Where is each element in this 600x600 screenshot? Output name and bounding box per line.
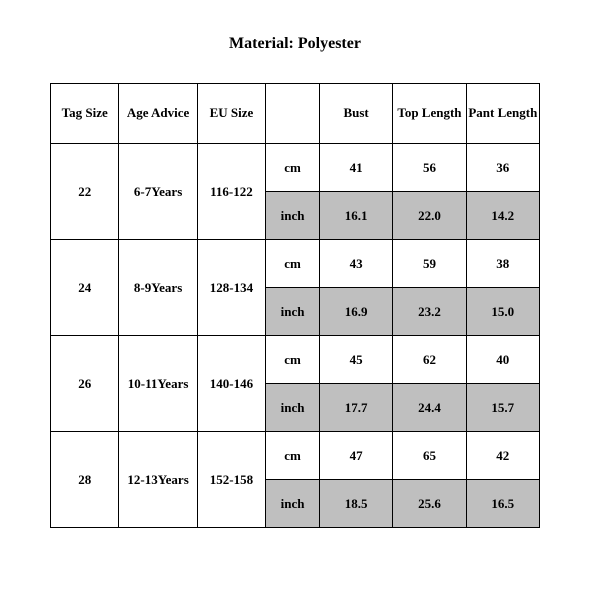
cell-pant-cm: 36 xyxy=(466,144,539,192)
cell-eu-size: 116-122 xyxy=(197,144,265,240)
size-table: Tag Size Age Advice EU Size Bust Top Len… xyxy=(50,83,540,528)
cell-unit-cm: cm xyxy=(266,240,320,288)
cell-unit-inch: inch xyxy=(266,288,320,336)
cell-age-advice: 6-7Years xyxy=(119,144,197,240)
cell-pant-inch: 14.2 xyxy=(466,192,539,240)
cell-top-cm: 65 xyxy=(393,432,466,480)
page-title: Material: Polyester xyxy=(50,35,540,53)
cell-pant-inch: 15.0 xyxy=(466,288,539,336)
cell-age-advice: 10-11Years xyxy=(119,336,197,432)
cell-top-inch: 22.0 xyxy=(393,192,466,240)
cell-top-inch: 24.4 xyxy=(393,384,466,432)
cell-pant-cm: 40 xyxy=(466,336,539,384)
cell-tag-size: 24 xyxy=(51,240,119,336)
col-age-advice: Age Advice xyxy=(119,84,197,144)
cell-eu-size: 128-134 xyxy=(197,240,265,336)
header-row: Tag Size Age Advice EU Size Bust Top Len… xyxy=(51,84,540,144)
cell-unit-cm: cm xyxy=(266,144,320,192)
table-row: 248-9Years128-134cm435938 xyxy=(51,240,540,288)
cell-top-cm: 56 xyxy=(393,144,466,192)
cell-tag-size: 22 xyxy=(51,144,119,240)
cell-pant-inch: 16.5 xyxy=(466,480,539,528)
table-row: 2812-13Years152-158cm476542 xyxy=(51,432,540,480)
cell-unit-inch: inch xyxy=(266,192,320,240)
cell-unit-cm: cm xyxy=(266,336,320,384)
cell-pant-cm: 42 xyxy=(466,432,539,480)
col-top-length: Top Length xyxy=(393,84,466,144)
table-row: 2610-11Years140-146cm456240 xyxy=(51,336,540,384)
cell-tag-size: 28 xyxy=(51,432,119,528)
cell-bust-inch: 17.7 xyxy=(319,384,392,432)
cell-top-inch: 23.2 xyxy=(393,288,466,336)
size-chart-page: Material: Polyester Tag Size Age Advice … xyxy=(0,0,600,538)
cell-bust-inch: 16.9 xyxy=(319,288,392,336)
table-row: 226-7Years116-122cm415636 xyxy=(51,144,540,192)
col-pant-length: Pant Length xyxy=(466,84,539,144)
cell-bust-inch: 18.5 xyxy=(319,480,392,528)
cell-bust-cm: 41 xyxy=(319,144,392,192)
cell-top-cm: 62 xyxy=(393,336,466,384)
cell-unit-inch: inch xyxy=(266,480,320,528)
cell-top-inch: 25.6 xyxy=(393,480,466,528)
cell-bust-inch: 16.1 xyxy=(319,192,392,240)
cell-unit-inch: inch xyxy=(266,384,320,432)
cell-unit-cm: cm xyxy=(266,432,320,480)
cell-pant-inch: 15.7 xyxy=(466,384,539,432)
col-bust: Bust xyxy=(319,84,392,144)
cell-age-advice: 12-13Years xyxy=(119,432,197,528)
cell-pant-cm: 38 xyxy=(466,240,539,288)
cell-eu-size: 152-158 xyxy=(197,432,265,528)
cell-bust-cm: 47 xyxy=(319,432,392,480)
cell-bust-cm: 45 xyxy=(319,336,392,384)
cell-tag-size: 26 xyxy=(51,336,119,432)
col-tag-size: Tag Size xyxy=(51,84,119,144)
cell-top-cm: 59 xyxy=(393,240,466,288)
cell-age-advice: 8-9Years xyxy=(119,240,197,336)
col-eu-size: EU Size xyxy=(197,84,265,144)
col-unit xyxy=(266,84,320,144)
cell-eu-size: 140-146 xyxy=(197,336,265,432)
cell-bust-cm: 43 xyxy=(319,240,392,288)
